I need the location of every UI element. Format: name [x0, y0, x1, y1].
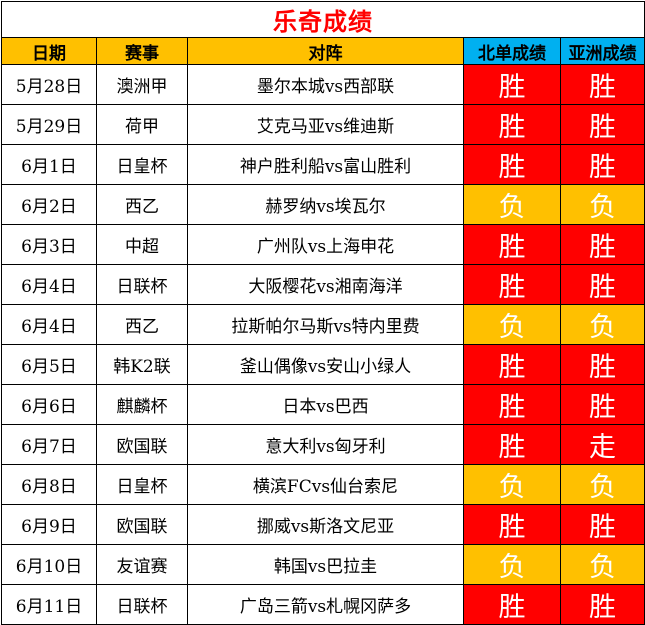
league-cell: 荷甲 [96, 104, 188, 145]
beidan-result-cell: 胜 [463, 344, 561, 385]
date-cell: 5月29日 [1, 104, 97, 145]
date-cell: 6月7日 [1, 424, 97, 465]
table-row: 6月5日 韩K2联 釜山偶像vs安山小绿人 胜 胜 [1, 344, 645, 385]
beidan-result-cell: 负 [463, 304, 561, 345]
match-cell: 神户胜利船vs富山胜利 [187, 144, 464, 185]
league-cell: 西乙 [96, 304, 188, 345]
date-cell: 6月4日 [1, 264, 97, 305]
league-cell: 西乙 [96, 184, 188, 225]
league-cell: 友谊赛 [96, 544, 188, 585]
asia-result-cell: 胜 [559, 384, 645, 425]
sheet-title: 乐奇成绩 [0, 1, 645, 38]
table-row: 6月4日 日联杯 大阪樱花vs湘南海洋 胜 胜 [1, 264, 645, 305]
league-cell: 欧国联 [96, 504, 188, 545]
table-row: 6月2日 西乙 赫罗纳vs埃瓦尔 负 负 [1, 184, 645, 225]
table-row: 6月7日 欧国联 意大利vs匈牙利 胜 走 [1, 424, 645, 465]
beidan-result-cell: 胜 [463, 384, 561, 425]
league-cell: 澳洲甲 [96, 64, 188, 105]
league-cell: 日皇杯 [96, 144, 188, 185]
match-cell: 艾克马亚vs维迪斯 [187, 104, 464, 145]
beidan-result-cell: 胜 [463, 504, 561, 545]
asia-result-cell: 胜 [559, 584, 645, 625]
table-row: 6月11日 日联杯 广岛三箭vs札幌冈萨多 胜 胜 [1, 584, 645, 625]
table-row: 6月4日 西乙 拉斯帕尔马斯vs特内里费 负 负 [1, 304, 645, 345]
date-cell: 6月4日 [1, 304, 97, 345]
league-cell: 日联杯 [96, 584, 188, 625]
beidan-result-cell: 胜 [463, 104, 561, 145]
beidan-result-cell: 胜 [463, 144, 561, 185]
match-cell: 广岛三箭vs札幌冈萨多 [187, 584, 464, 625]
match-cell: 横滨FCvs仙台索尼 [187, 464, 464, 505]
asia-result-cell: 负 [559, 464, 645, 505]
table-row: 6月1日 日皇杯 神户胜利船vs富山胜利 胜 胜 [1, 144, 645, 185]
date-cell: 6月3日 [1, 224, 97, 265]
asia-result-cell: 胜 [559, 504, 645, 545]
beidan-result-cell: 胜 [463, 264, 561, 305]
match-cell: 墨尔本城vs西部联 [187, 64, 464, 105]
league-cell: 麒麟杯 [96, 384, 188, 425]
beidan-result-cell: 胜 [463, 64, 561, 105]
date-cell: 6月5日 [1, 344, 97, 385]
match-cell: 赫罗纳vs埃瓦尔 [187, 184, 464, 225]
title-row: 乐奇成绩 [0, 1, 645, 38]
match-cell: 挪威vs斯洛文尼亚 [187, 504, 464, 545]
table-row: 6月3日 中超 广州队vs上海申花 胜 胜 [1, 224, 645, 265]
date-cell: 6月6日 [1, 384, 97, 425]
table-row: 5月29日 荷甲 艾克马亚vs维迪斯 胜 胜 [1, 104, 645, 145]
table-row: 6月9日 欧国联 挪威vs斯洛文尼亚 胜 胜 [1, 504, 645, 545]
beidan-result-cell: 负 [463, 184, 561, 225]
beidan-result-cell: 胜 [463, 584, 561, 625]
asia-result-cell: 负 [559, 184, 645, 225]
asia-result-cell: 胜 [559, 224, 645, 265]
match-cell: 釜山偶像vs安山小绿人 [187, 344, 464, 385]
beidan-result-cell: 胜 [463, 424, 561, 465]
table-row: 6月10日 友谊赛 韩国vs巴拉圭 负 负 [1, 544, 645, 585]
table-row: 5月28日 澳洲甲 墨尔本城vs西部联 胜 胜 [1, 64, 645, 105]
match-cell: 拉斯帕尔马斯vs特内里费 [187, 304, 464, 345]
league-cell: 中超 [96, 224, 188, 265]
league-cell: 日皇杯 [96, 464, 188, 505]
asia-result-cell: 负 [559, 544, 645, 585]
league-cell: 日联杯 [96, 264, 188, 305]
asia-result-cell: 胜 [559, 144, 645, 185]
league-cell: 欧国联 [96, 424, 188, 465]
beidan-result-header: 北单成绩 [463, 37, 561, 65]
date-cell: 6月11日 [1, 584, 97, 625]
date-cell: 6月10日 [1, 544, 97, 585]
asia-result-header: 亚洲成绩 [559, 37, 645, 65]
date-cell: 6月8日 [1, 464, 97, 505]
header-row: 日期 赛事 对阵 北单成绩 亚洲成绩 [1, 37, 645, 65]
date-cell: 6月2日 [1, 184, 97, 225]
asia-result-cell: 胜 [559, 344, 645, 385]
match-cell: 广州队vs上海申花 [187, 224, 464, 265]
results-body: 5月28日 澳洲甲 墨尔本城vs西部联 胜 胜 5月29日 荷甲 艾克马亚vs维… [1, 64, 645, 625]
match-header: 对阵 [187, 37, 464, 65]
asia-result-cell: 胜 [559, 64, 645, 105]
table-row: 6月6日 麒麟杯 日本vs巴西 胜 胜 [1, 384, 645, 425]
match-cell: 日本vs巴西 [187, 384, 464, 425]
asia-result-cell: 走 [559, 424, 645, 465]
date-cell: 6月9日 [1, 504, 97, 545]
date-cell: 5月28日 [1, 64, 97, 105]
date-cell: 6月1日 [1, 144, 97, 185]
asia-result-cell: 胜 [559, 104, 645, 145]
match-cell: 大阪樱花vs湘南海洋 [187, 264, 464, 305]
league-header: 赛事 [96, 37, 188, 65]
table-row: 6月8日 日皇杯 横滨FCvs仙台索尼 负 负 [1, 464, 645, 505]
match-cell: 意大利vs匈牙利 [187, 424, 464, 465]
date-header: 日期 [1, 37, 97, 65]
asia-result-cell: 负 [559, 304, 645, 345]
asia-result-cell: 胜 [559, 264, 645, 305]
beidan-result-cell: 负 [463, 464, 561, 505]
league-cell: 韩K2联 [96, 344, 188, 385]
beidan-result-cell: 胜 [463, 224, 561, 265]
